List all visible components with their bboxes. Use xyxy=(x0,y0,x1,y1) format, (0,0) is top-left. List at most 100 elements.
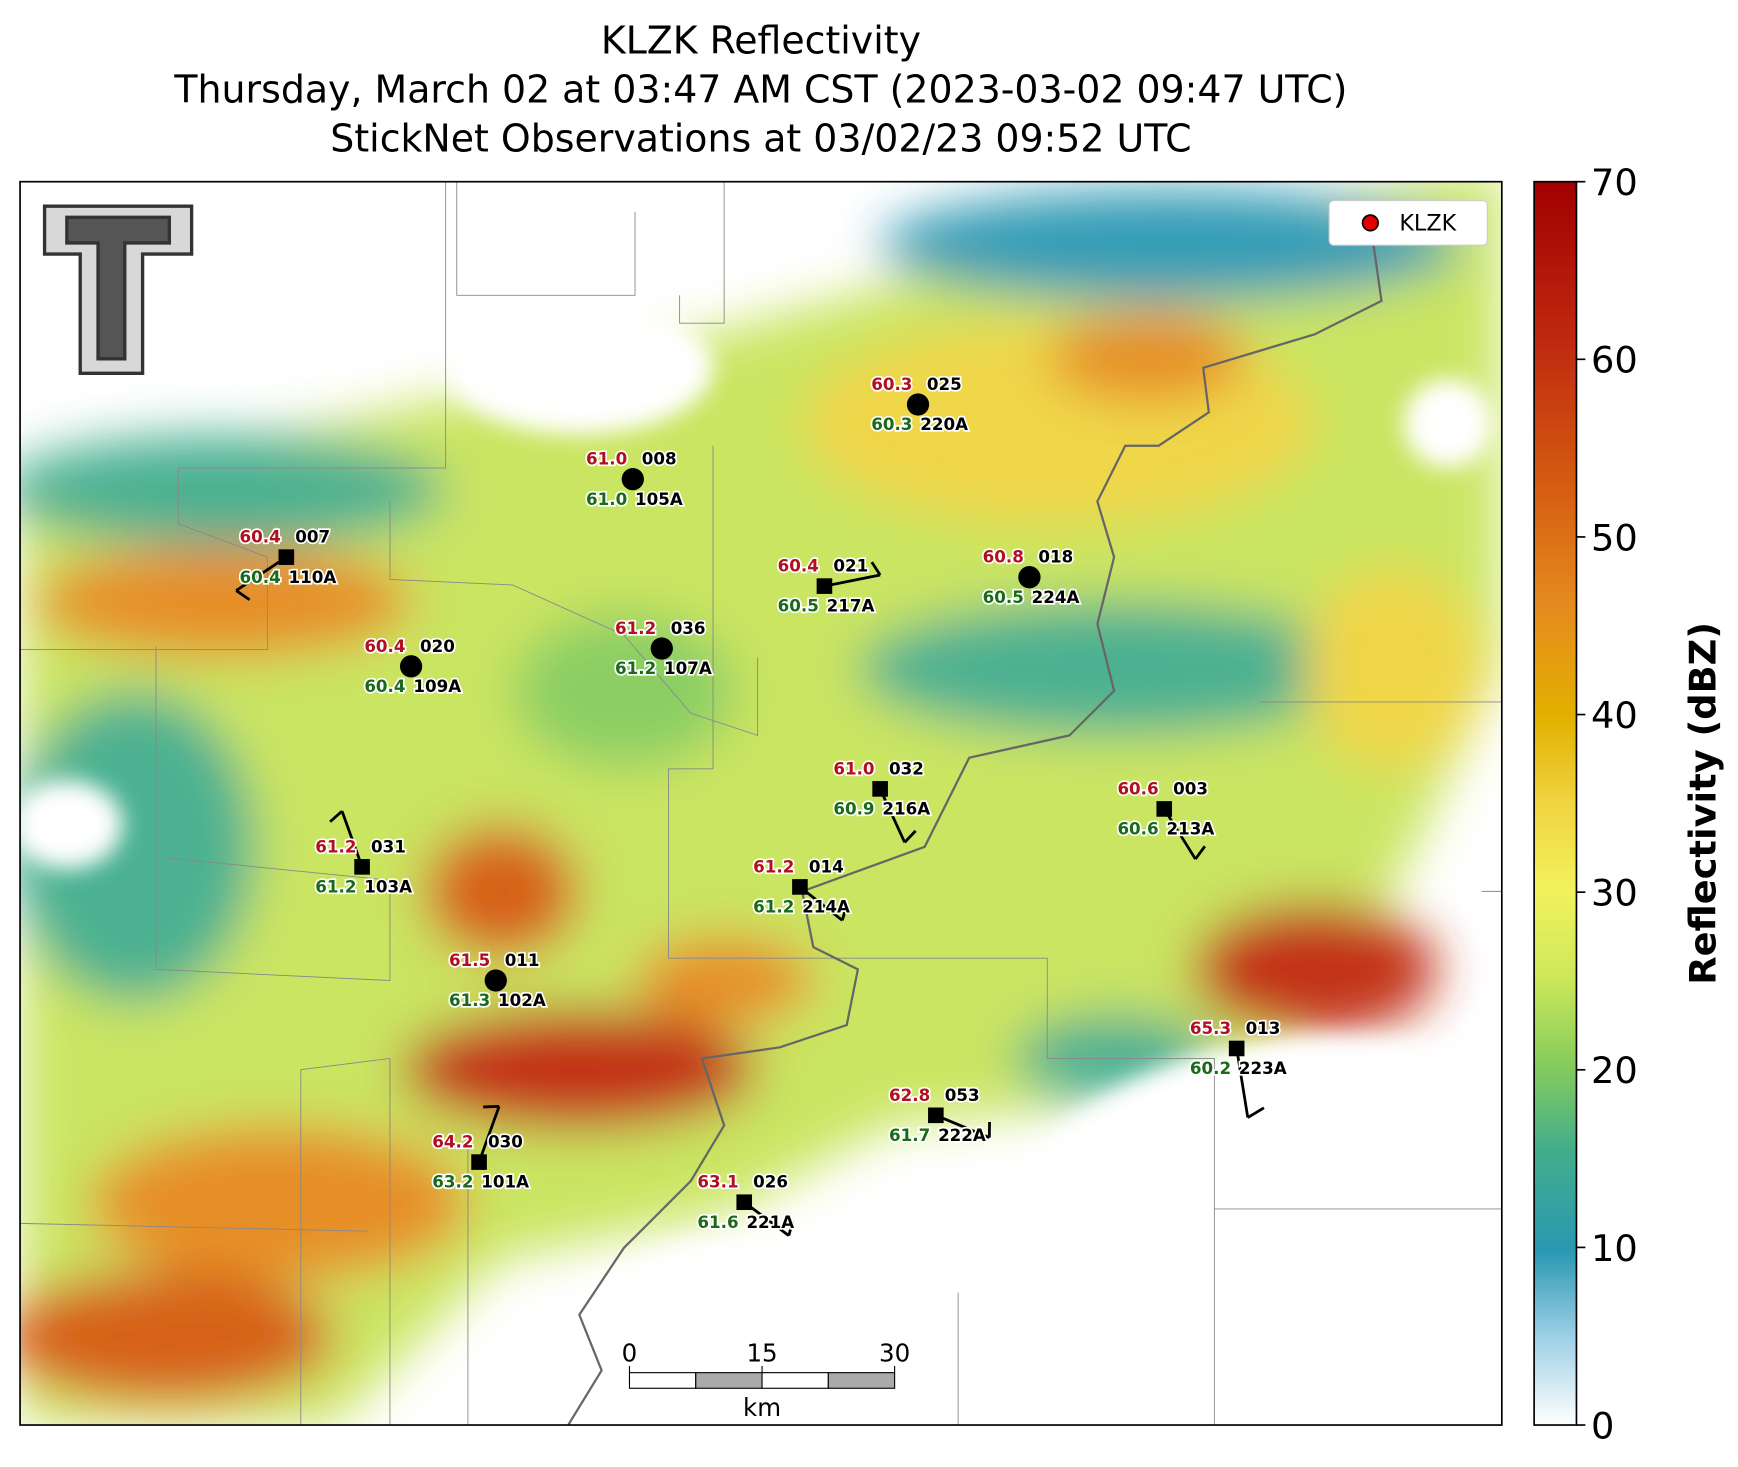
temperature: 60.4 xyxy=(240,527,281,547)
station-marker xyxy=(792,879,808,895)
station-marker xyxy=(817,578,833,594)
colorbar-tick-label: 70 xyxy=(1591,161,1638,204)
station-marker xyxy=(400,655,422,677)
legend-label: KLZK xyxy=(1399,211,1457,237)
station-id: 021 xyxy=(833,556,868,576)
station-id: 025 xyxy=(927,374,962,394)
station-id: 013 xyxy=(1246,1018,1281,1038)
wind-barb xyxy=(483,1106,499,1107)
station-id: 031 xyxy=(371,836,406,856)
station-marker xyxy=(485,969,507,991)
station-id: 020 xyxy=(420,636,455,656)
temperature: 65.3 xyxy=(1190,1018,1231,1038)
station-id: 032 xyxy=(889,758,924,778)
temperature: 60.8 xyxy=(983,547,1024,567)
colorbar-tick-label: 10 xyxy=(1591,1227,1638,1270)
station-id: 053 xyxy=(945,1085,980,1105)
temperature-2: 60.6 xyxy=(1117,819,1158,839)
temperature: 63.1 xyxy=(697,1172,738,1192)
legend-marker xyxy=(1363,215,1379,231)
colorbar-tick-label: 60 xyxy=(1591,339,1638,382)
probe-id: 223A xyxy=(1239,1058,1287,1078)
temperature-2: 60.3 xyxy=(871,414,912,434)
temperature-2: 61.6 xyxy=(697,1212,738,1232)
temperature: 61.5 xyxy=(449,950,490,970)
probe-id: 109A xyxy=(413,676,461,696)
scale-unit: km xyxy=(743,1393,781,1422)
probe-id: 213A xyxy=(1166,819,1214,839)
temperature: 61.0 xyxy=(586,449,627,469)
probe-id: 214A xyxy=(802,897,850,917)
temperature: 64.2 xyxy=(432,1132,473,1152)
station-id: 018 xyxy=(1038,547,1073,567)
probe-id: 102A xyxy=(498,990,546,1010)
station-marker xyxy=(736,1194,752,1210)
station-marker xyxy=(1229,1041,1245,1057)
scale-segment xyxy=(762,1373,828,1389)
scale-label: 30 xyxy=(879,1339,910,1368)
temperature-2: 61.0 xyxy=(586,489,627,509)
colorbar-tick-label: 0 xyxy=(1591,1404,1614,1447)
station-marker xyxy=(928,1108,944,1124)
station-id: 036 xyxy=(671,618,706,638)
temperature: 61.0 xyxy=(833,758,874,778)
temperature-2: 60.9 xyxy=(833,799,874,819)
colorbar-tick-label: 20 xyxy=(1591,1049,1638,1092)
probe-id: 222A xyxy=(938,1125,986,1145)
scale-segment xyxy=(696,1373,762,1389)
probe-id: 105A xyxy=(635,489,683,509)
temperature: 60.4 xyxy=(778,556,819,576)
titles: KLZK Reflectivity Thursday, March 02 at … xyxy=(173,19,1347,161)
legend: KLZK xyxy=(1329,201,1487,246)
station-id: 026 xyxy=(753,1172,788,1192)
station-id: 007 xyxy=(295,527,330,547)
subtitle: Thursday, March 02 at 03:47 AM CST (2023… xyxy=(173,68,1347,112)
temperature-2: 63.2 xyxy=(432,1172,473,1192)
scale-segment xyxy=(828,1373,894,1389)
probe-id: 110A xyxy=(289,567,337,587)
colorbar-label: Reflectivity (dBZ) xyxy=(1682,622,1725,985)
probe-id: 221A xyxy=(746,1212,794,1232)
temperature-2: 61.3 xyxy=(449,990,490,1010)
probe-id: 107A xyxy=(664,658,712,678)
station-marker xyxy=(1018,566,1040,588)
scale-label: 0 xyxy=(622,1339,638,1368)
temperature-2: 61.2 xyxy=(753,897,794,917)
temperature-2: 61.2 xyxy=(315,876,356,896)
probe-id: 101A xyxy=(481,1172,529,1192)
station-marker xyxy=(622,468,644,490)
probe-id: 216A xyxy=(882,799,930,819)
temperature: 61.2 xyxy=(315,836,356,856)
scale-label: 15 xyxy=(746,1339,777,1368)
temperature-2: 60.5 xyxy=(778,596,819,616)
station-marker xyxy=(651,637,673,659)
colorbar: Reflectivity (dBZ) 0 10 20 30 40 50 60 70 xyxy=(1534,161,1725,1447)
title: KLZK Reflectivity xyxy=(601,19,921,63)
colorbar-tick-label: 40 xyxy=(1591,694,1638,737)
colorbar-tick-label: 30 xyxy=(1591,872,1638,915)
scale-segment xyxy=(629,1373,695,1389)
temperature-2: 61.2 xyxy=(615,658,656,678)
probe-id: 224A xyxy=(1032,587,1080,607)
colorbar-tick-label: 50 xyxy=(1591,516,1638,559)
station-id: 003 xyxy=(1173,778,1208,798)
colorbar-ramp xyxy=(1534,182,1576,1425)
station-marker xyxy=(354,859,370,875)
probe-id: 103A xyxy=(364,876,412,896)
station-id: 014 xyxy=(809,856,844,876)
station-marker xyxy=(279,549,295,565)
temperature: 61.2 xyxy=(615,618,656,638)
temperature: 62.8 xyxy=(889,1085,930,1105)
probe-id: 217A xyxy=(827,596,875,616)
probe-id: 220A xyxy=(920,414,968,434)
station-marker xyxy=(471,1154,487,1170)
temperature-2: 60.2 xyxy=(1190,1058,1231,1078)
temperature-2: 60.5 xyxy=(983,587,1024,607)
temperature: 61.2 xyxy=(753,856,794,876)
station-marker xyxy=(907,393,929,415)
temperature: 60.6 xyxy=(1117,778,1158,798)
station-marker xyxy=(1156,801,1172,817)
temperature: 60.4 xyxy=(364,636,405,656)
subtitle: StickNet Observations at 03/02/23 09:52 … xyxy=(330,117,1191,161)
